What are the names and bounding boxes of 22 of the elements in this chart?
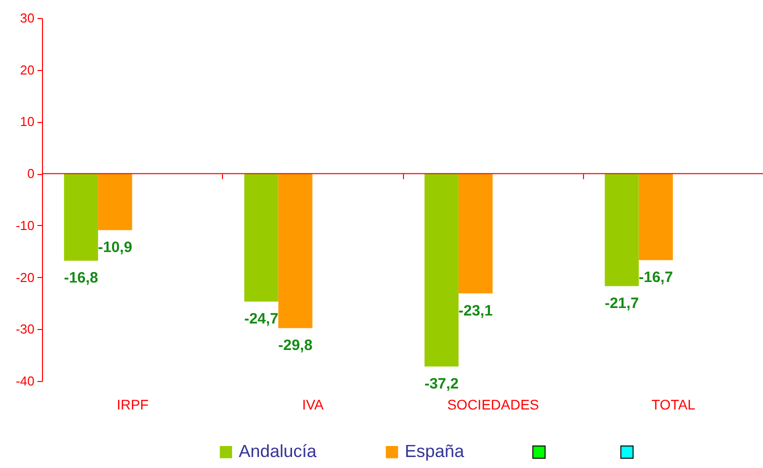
- data-label: -24,7: [244, 310, 278, 328]
- data-label: -16,8: [64, 270, 98, 287]
- y-tick-label: -30: [16, 322, 34, 337]
- y-tick-label: 30: [20, 10, 34, 26]
- x-tick-label: TOTAL: [651, 396, 696, 412]
- x-tick-label: IRPF: [116, 396, 149, 412]
- y-tick-label: 0: [27, 166, 34, 182]
- data-label: -23,1: [458, 302, 493, 320]
- y-tick-label: 10: [20, 114, 34, 130]
- data-label: -29,8: [278, 337, 312, 354]
- data-label: -16,7: [638, 269, 673, 286]
- x-tick-label: SOCIEDADES: [447, 396, 540, 412]
- y-tick-label: -10: [16, 218, 34, 233]
- y-tick-label: 20: [20, 62, 34, 78]
- data-label: -10,9: [98, 239, 132, 256]
- legend-label: Andalucía: [238, 441, 317, 462]
- data-label: -37,2: [424, 375, 459, 392]
- y-tick-label: -40: [16, 374, 34, 388]
- x-tick-label: IVA: [302, 396, 324, 412]
- legend-label: España: [404, 441, 464, 462]
- y-tick-label: -20: [16, 270, 34, 285]
- data-label: -21,7: [604, 295, 639, 312]
